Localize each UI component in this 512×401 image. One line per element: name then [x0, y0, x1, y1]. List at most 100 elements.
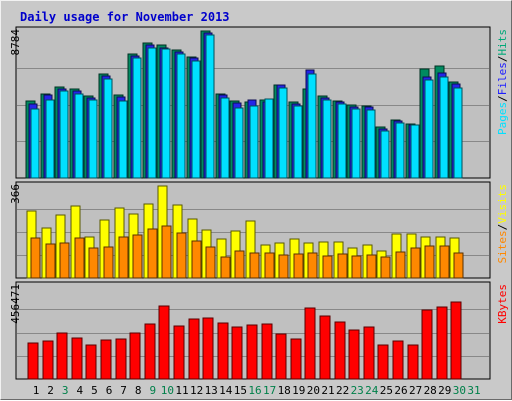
bar-sites-day-20: [307, 252, 318, 279]
bar-sites-day-6: [103, 246, 114, 279]
bar-pages-day-24: [366, 109, 376, 179]
day-label-19: 19: [292, 384, 305, 397]
bar-kbytes-day-24: [363, 326, 375, 380]
bar-pages-day-26: [395, 122, 405, 179]
bar-sites-day-15: [234, 250, 245, 279]
bar-pages-day-6: [103, 78, 113, 179]
legend-kbytes-panel: KBytes: [496, 284, 509, 324]
day-label-17: 17: [263, 384, 276, 397]
bar-sites-day-4: [74, 237, 85, 279]
bar-sites-day-2: [45, 243, 56, 279]
bar-pages-day-21: [322, 99, 332, 179]
day-label-8: 8: [135, 384, 142, 397]
bar-kbytes-day-19: [290, 338, 302, 380]
bar-pages-day-5: [88, 99, 98, 179]
max-label-kbytes-panel: 456471: [9, 284, 22, 324]
bar-kbytes-day-11: [173, 325, 185, 380]
day-label-5: 5: [91, 384, 98, 397]
legend-entry: Hits: [496, 29, 509, 56]
bar-kbytes-day-3: [56, 332, 68, 380]
legend-entry: /: [496, 224, 509, 231]
bar-pages-day-13: [205, 34, 215, 179]
legend-entry: Sites: [496, 230, 509, 263]
bar-pages-day-2: [45, 99, 55, 179]
day-label-21: 21: [321, 384, 334, 397]
bar-pages-day-4: [74, 93, 84, 179]
day-label-22: 22: [336, 384, 349, 397]
bar-kbytes-day-26: [392, 340, 404, 380]
bar-sites-day-1: [30, 237, 41, 279]
bar-sites-day-9: [147, 228, 158, 279]
bar-sites-day-5: [88, 247, 99, 279]
bar-kbytes-day-2: [42, 340, 54, 380]
bar-sites-day-30: [453, 252, 464, 279]
day-label-1: 1: [33, 384, 40, 397]
bar-kbytes-day-15: [231, 326, 243, 380]
bar-kbytes-day-28: [421, 309, 433, 380]
bar-pages-day-14: [220, 97, 230, 179]
legend-entry: Files: [496, 62, 509, 95]
bar-kbytes-day-4: [71, 337, 83, 380]
bar-sites-day-10: [161, 225, 172, 279]
chart-title: Daily usage for November 2013: [20, 10, 230, 24]
day-label-4: 4: [76, 384, 83, 397]
day-label-15: 15: [234, 384, 247, 397]
day-label-12: 12: [190, 384, 203, 397]
bar-pages-day-28: [424, 79, 434, 179]
bar-pages-day-30: [453, 87, 463, 179]
bar-sites-day-26: [395, 251, 406, 279]
bar-kbytes-day-16: [246, 324, 258, 380]
bar-kbytes-day-14: [217, 322, 229, 380]
legend-entry: /: [496, 95, 509, 102]
bar-pages-day-20: [307, 73, 317, 179]
bar-pages-day-12: [191, 60, 201, 179]
day-label-25: 25: [380, 384, 393, 397]
day-label-30: 30: [453, 384, 466, 397]
bar-sites-day-27: [410, 247, 421, 279]
day-label-9: 9: [149, 384, 156, 397]
bar-sites-day-22: [337, 253, 348, 279]
bar-sites-day-3: [59, 242, 70, 279]
bar-sites-day-16: [249, 252, 260, 279]
bar-pages-day-7: [118, 100, 128, 179]
bar-sites-day-24: [366, 254, 377, 279]
bar-sites-day-8: [132, 234, 143, 279]
bar-kbytes-day-8: [129, 332, 141, 380]
day-label-2: 2: [47, 384, 54, 397]
legend-entry: /: [496, 56, 509, 63]
bar-sites-day-28: [424, 245, 435, 279]
day-label-13: 13: [205, 384, 218, 397]
bar-sites-day-7: [118, 236, 129, 279]
max-label-hits-panel: 8784: [9, 29, 22, 56]
bar-kbytes-day-13: [202, 317, 214, 380]
bar-kbytes-day-23: [348, 329, 360, 380]
legend-entry: Pages: [496, 102, 509, 135]
bar-sites-day-12: [191, 240, 202, 279]
bar-sites-day-19: [293, 253, 304, 279]
day-label-18: 18: [278, 384, 291, 397]
bar-sites-day-14: [220, 256, 231, 279]
max-label-visits-panel: 366: [9, 184, 22, 204]
day-label-28: 28: [424, 384, 437, 397]
bar-sites-day-23: [351, 255, 362, 279]
bar-pages-day-3: [59, 90, 69, 179]
bar-kbytes-day-25: [377, 344, 389, 380]
day-label-29: 29: [438, 384, 451, 397]
bar-pages-day-23: [351, 108, 361, 179]
legend-hits-panel: Pages/Files/Hits: [496, 29, 509, 135]
bar-kbytes-day-27: [407, 344, 419, 380]
bar-pages-day-19: [293, 105, 303, 179]
bar-pages-day-8: [132, 57, 142, 179]
bar-kbytes-day-7: [115, 338, 127, 380]
bar-sites-day-13: [205, 246, 216, 279]
bar-pages-day-22: [337, 103, 347, 179]
day-label-3: 3: [62, 384, 69, 397]
bar-kbytes-day-6: [100, 339, 112, 380]
legend-visits-panel: Sites/Visits: [496, 184, 509, 264]
day-label-23: 23: [351, 384, 364, 397]
day-label-27: 27: [409, 384, 422, 397]
day-label-26: 26: [394, 384, 407, 397]
bar-sites-day-18: [278, 254, 289, 279]
